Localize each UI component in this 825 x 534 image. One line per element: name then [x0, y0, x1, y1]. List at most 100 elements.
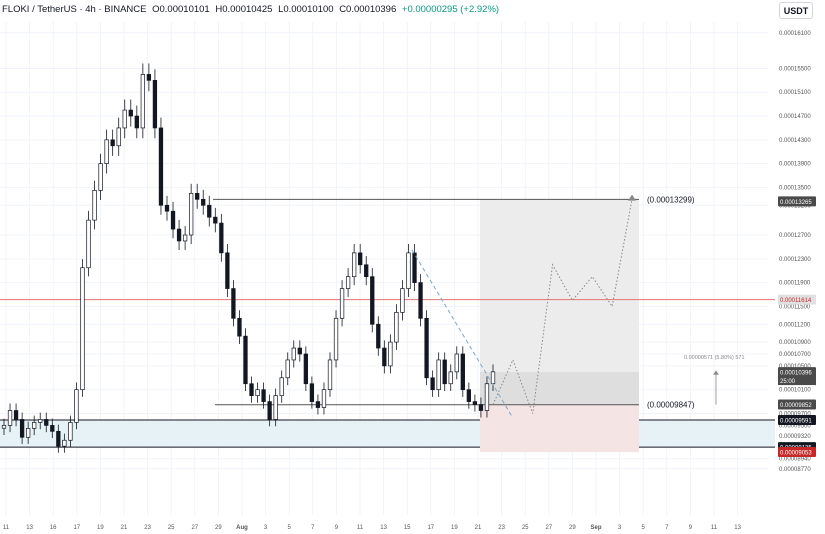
candle-body [279, 377, 284, 396]
x-tick-label: 17 [427, 525, 434, 531]
y-tick-label: 0.00015100 [779, 90, 811, 96]
candle-body [207, 204, 212, 218]
candle-body [478, 404, 484, 411]
chart-header: FLOKI / TetherUS · 4h · BINANCE O0.00010… [2, 4, 502, 15]
price-badge [778, 367, 816, 378]
price-badge [778, 294, 816, 305]
price-badge [778, 399, 816, 410]
candle-body [430, 377, 435, 391]
candle-body [219, 222, 224, 254]
candle-body [249, 383, 254, 396]
y-tick-label: 0.00011200 [779, 322, 811, 328]
y-tick-label: 0.00009500 [779, 423, 811, 429]
x-tick-label: 29 [215, 525, 222, 531]
y-tick-label: 0.00015500 [779, 66, 811, 72]
candle-body [195, 193, 200, 200]
y-tick-label: 0.00013900 [779, 162, 811, 168]
price-badge-label: 0.00009591 [780, 418, 812, 424]
y-tick-label: 0.00012300 [779, 257, 811, 263]
candle-body [309, 383, 315, 402]
y-tick-label: 0.00009320 [779, 434, 811, 440]
level-label: (0.00009847) [647, 401, 695, 410]
x-tick-label: 5 [288, 525, 292, 531]
candle-body [364, 264, 369, 278]
candle-body [358, 252, 363, 266]
x-tick-label: Sep [590, 525, 601, 531]
candle-body [237, 317, 242, 337]
candle-body [490, 371, 496, 385]
x-tick-label: 11 [711, 525, 718, 531]
candle-body [158, 127, 164, 206]
candle-body [394, 312, 399, 343]
price-badge-label: 0.00009852 [780, 403, 812, 409]
candle-body [44, 419, 49, 426]
candle-body [297, 347, 302, 355]
low-value: L0.00010100 [278, 4, 334, 15]
x-tick-label: 23 [498, 525, 505, 531]
x-tick-label: 13 [734, 525, 741, 531]
candle-body [62, 439, 67, 447]
price-badge [778, 446, 816, 457]
candle-body [1, 425, 7, 429]
x-tick-label: 29 [569, 525, 576, 531]
candle-body [436, 359, 441, 391]
x-tick-label: 19 [97, 525, 104, 531]
candle-body [140, 74, 146, 129]
candle-body [98, 163, 103, 191]
trendline [411, 249, 513, 417]
y-tick-label: 0.00008770 [779, 467, 811, 473]
candle-body [400, 288, 405, 313]
target-box [480, 199, 639, 372]
x-tick-label: 9 [335, 525, 339, 531]
candle-body [460, 353, 465, 391]
measure-label: 0.00000571 (5.80%) 571 [684, 355, 745, 361]
x-tick-label: 13 [380, 525, 387, 531]
price-badge-label: 0.00010396 [780, 371, 812, 377]
y-tick-label: 0.00011900 [779, 281, 811, 287]
candle-body [32, 422, 37, 429]
currency-button[interactable]: USDT [779, 2, 813, 19]
candle-body [472, 401, 478, 405]
candle-body [25, 428, 31, 438]
candle-body [164, 204, 170, 212]
high-value: H0.00010425 [215, 4, 273, 15]
candle-body [418, 282, 423, 319]
candle-body [19, 419, 25, 438]
candle-body [50, 425, 55, 432]
candle-body [116, 127, 121, 147]
x-tick-label: 27 [545, 525, 552, 531]
level-label: (0.00013299) [647, 195, 695, 204]
candle-body [321, 389, 327, 408]
candle-body [122, 109, 127, 129]
support-zone [0, 419, 775, 448]
candle-body [176, 228, 182, 242]
candle-body [255, 389, 260, 396]
candle-body [442, 359, 447, 385]
y-tick-label: 0.00011500 [779, 304, 811, 310]
candle-body [13, 410, 19, 420]
x-tick-label: 25 [522, 525, 529, 531]
x-tick-label: 15 [404, 525, 411, 531]
y-tick-label: 0.00012700 [779, 233, 811, 239]
candle-body [110, 139, 115, 147]
candle-body [231, 288, 236, 319]
y-tick-label: 0.00009700 [779, 411, 811, 417]
candle-body [315, 401, 321, 408]
x-tick-label: 21 [121, 525, 128, 531]
y-tick-label: 0.00010500 [779, 364, 811, 370]
x-tick-label: 7 [311, 525, 315, 531]
candle-body [285, 359, 290, 379]
projection-path [492, 199, 633, 414]
price-badge [778, 414, 816, 425]
candle-body [406, 252, 411, 289]
change-value: +0.00000295 (+2.92%) [401, 4, 500, 15]
measure-arrowhead [713, 370, 719, 375]
close-value: C0.00010396 [339, 4, 397, 15]
x-tick-label: 5 [642, 525, 646, 531]
x-tick-label: 3 [618, 525, 622, 531]
candle-body [201, 198, 206, 206]
candle-body [484, 383, 490, 411]
candle-body [225, 252, 230, 289]
x-tick-label: 21 [475, 525, 482, 531]
